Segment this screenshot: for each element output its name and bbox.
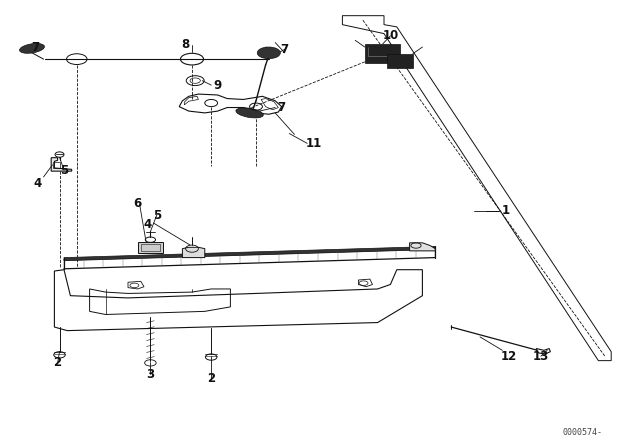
- Ellipse shape: [20, 43, 44, 53]
- Text: 4: 4: [143, 217, 151, 231]
- Text: 9: 9: [214, 78, 221, 92]
- Text: 10: 10: [382, 29, 399, 43]
- Text: 1: 1: [502, 204, 509, 217]
- Text: 7: 7: [281, 43, 289, 56]
- Text: 8: 8: [182, 38, 189, 52]
- Bar: [387, 54, 413, 68]
- Text: 2: 2: [54, 356, 61, 370]
- Text: 7: 7: [31, 40, 39, 54]
- Text: 2: 2: [207, 372, 215, 385]
- Text: 5: 5: [153, 208, 161, 222]
- Polygon shape: [182, 247, 205, 258]
- Text: 4: 4: [33, 177, 41, 190]
- Bar: [53, 162, 60, 168]
- Polygon shape: [64, 246, 435, 261]
- Text: 5: 5: [60, 164, 68, 177]
- Text: 12: 12: [500, 349, 517, 363]
- Text: 6: 6: [134, 197, 141, 211]
- Ellipse shape: [236, 108, 263, 118]
- Text: 3: 3: [147, 367, 154, 381]
- Text: 11: 11: [305, 137, 322, 150]
- Polygon shape: [410, 243, 435, 251]
- Text: 7: 7: [278, 101, 285, 114]
- Bar: [141, 244, 160, 251]
- Bar: [365, 44, 400, 63]
- Text: 0000574-: 0000574-: [563, 428, 602, 437]
- Text: 13: 13: [532, 349, 549, 363]
- Polygon shape: [51, 158, 72, 171]
- Bar: [138, 242, 163, 253]
- Ellipse shape: [257, 47, 280, 59]
